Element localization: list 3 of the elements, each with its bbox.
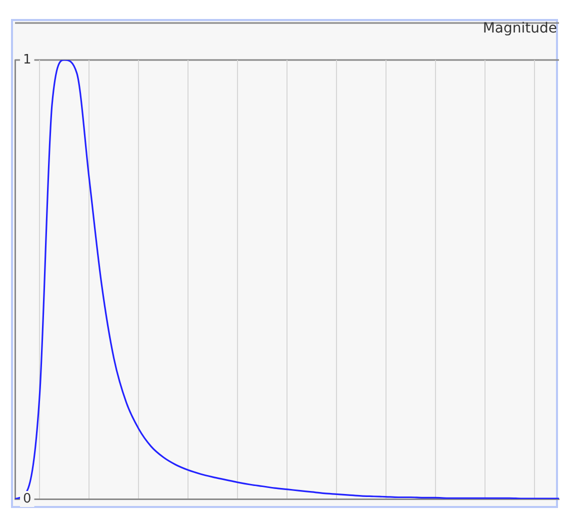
y-tick-label: 0: [23, 491, 32, 506]
y-tick-label: 1: [23, 52, 32, 68]
y-axis-title: Magnitude: [482, 20, 557, 37]
